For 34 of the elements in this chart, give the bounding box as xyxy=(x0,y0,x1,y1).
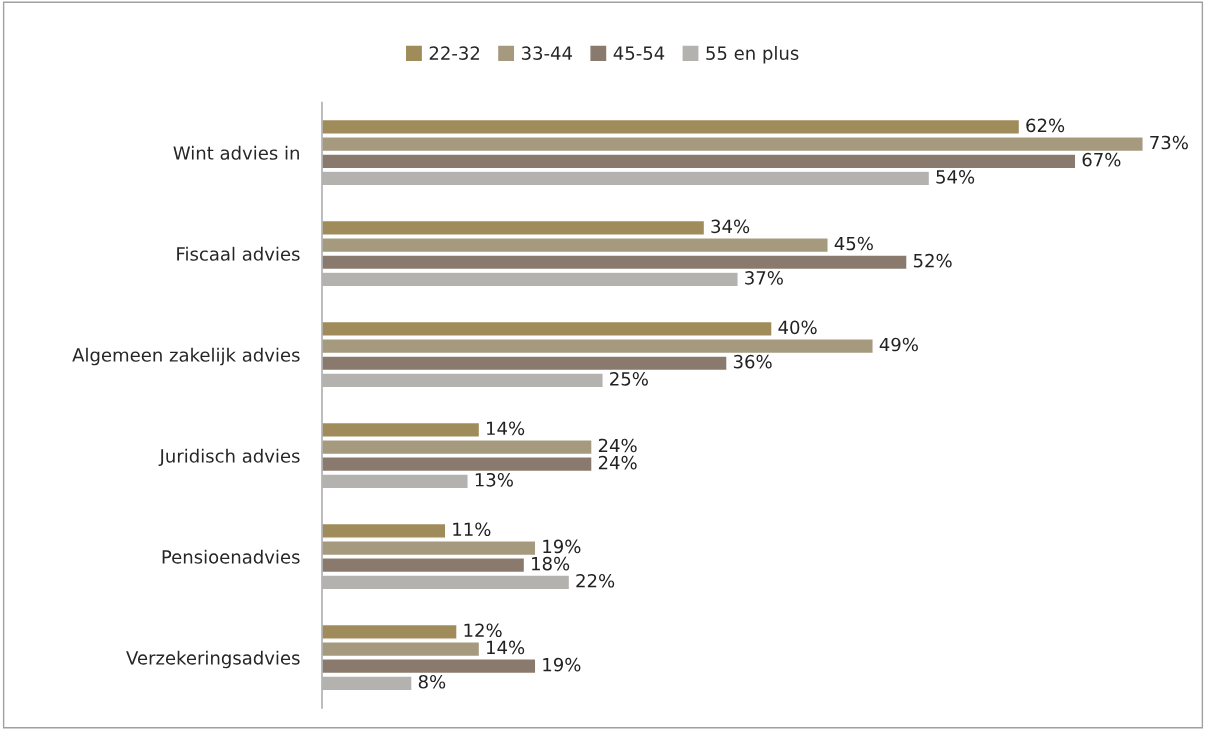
data-label: 37% xyxy=(745,271,783,285)
data-label: 67% xyxy=(1082,152,1121,167)
legend-label: 45-54 xyxy=(613,46,665,60)
data-label: 45% xyxy=(834,236,873,251)
data-label: 25% xyxy=(610,371,648,386)
legend-label: 22-32 xyxy=(429,46,480,60)
legend-label: 33-44 xyxy=(521,46,573,60)
data-label: 54% xyxy=(936,170,975,184)
data-label: 13% xyxy=(475,472,513,487)
y-tick-label: Verzekeringsadvies xyxy=(126,650,300,669)
data-label: 52% xyxy=(913,253,952,268)
data-label: 73% xyxy=(1150,135,1188,150)
y-tick-label: Juridisch advies xyxy=(158,448,300,467)
data-label: 8% xyxy=(418,674,446,689)
data-label: 22% xyxy=(576,573,615,588)
y-tick-label: Algemeen zakelijk advies xyxy=(72,347,300,366)
y-tick-label: Fiscaal advies xyxy=(177,246,300,261)
data-label: 14% xyxy=(487,640,525,655)
data-label: 24% xyxy=(598,455,637,470)
data-label: 19% xyxy=(543,657,581,672)
data-label: 49% xyxy=(879,337,918,352)
data-label: 62% xyxy=(1026,118,1065,133)
data-label: 24% xyxy=(598,438,637,453)
data-label: 12% xyxy=(464,623,502,638)
data-label: 34% xyxy=(711,219,750,234)
data-label: 40% xyxy=(778,320,817,335)
y-tick-label: Pensioenadvies xyxy=(162,549,300,564)
y-tick-label: Wint advies in xyxy=(173,145,299,160)
data-label: 14% xyxy=(487,421,525,436)
data-label: 19% xyxy=(543,539,581,554)
data-label: 18% xyxy=(532,556,570,571)
data-label: 36% xyxy=(733,354,772,369)
data-label: 11% xyxy=(453,522,491,537)
legend-label: 55 en plus xyxy=(706,46,799,64)
